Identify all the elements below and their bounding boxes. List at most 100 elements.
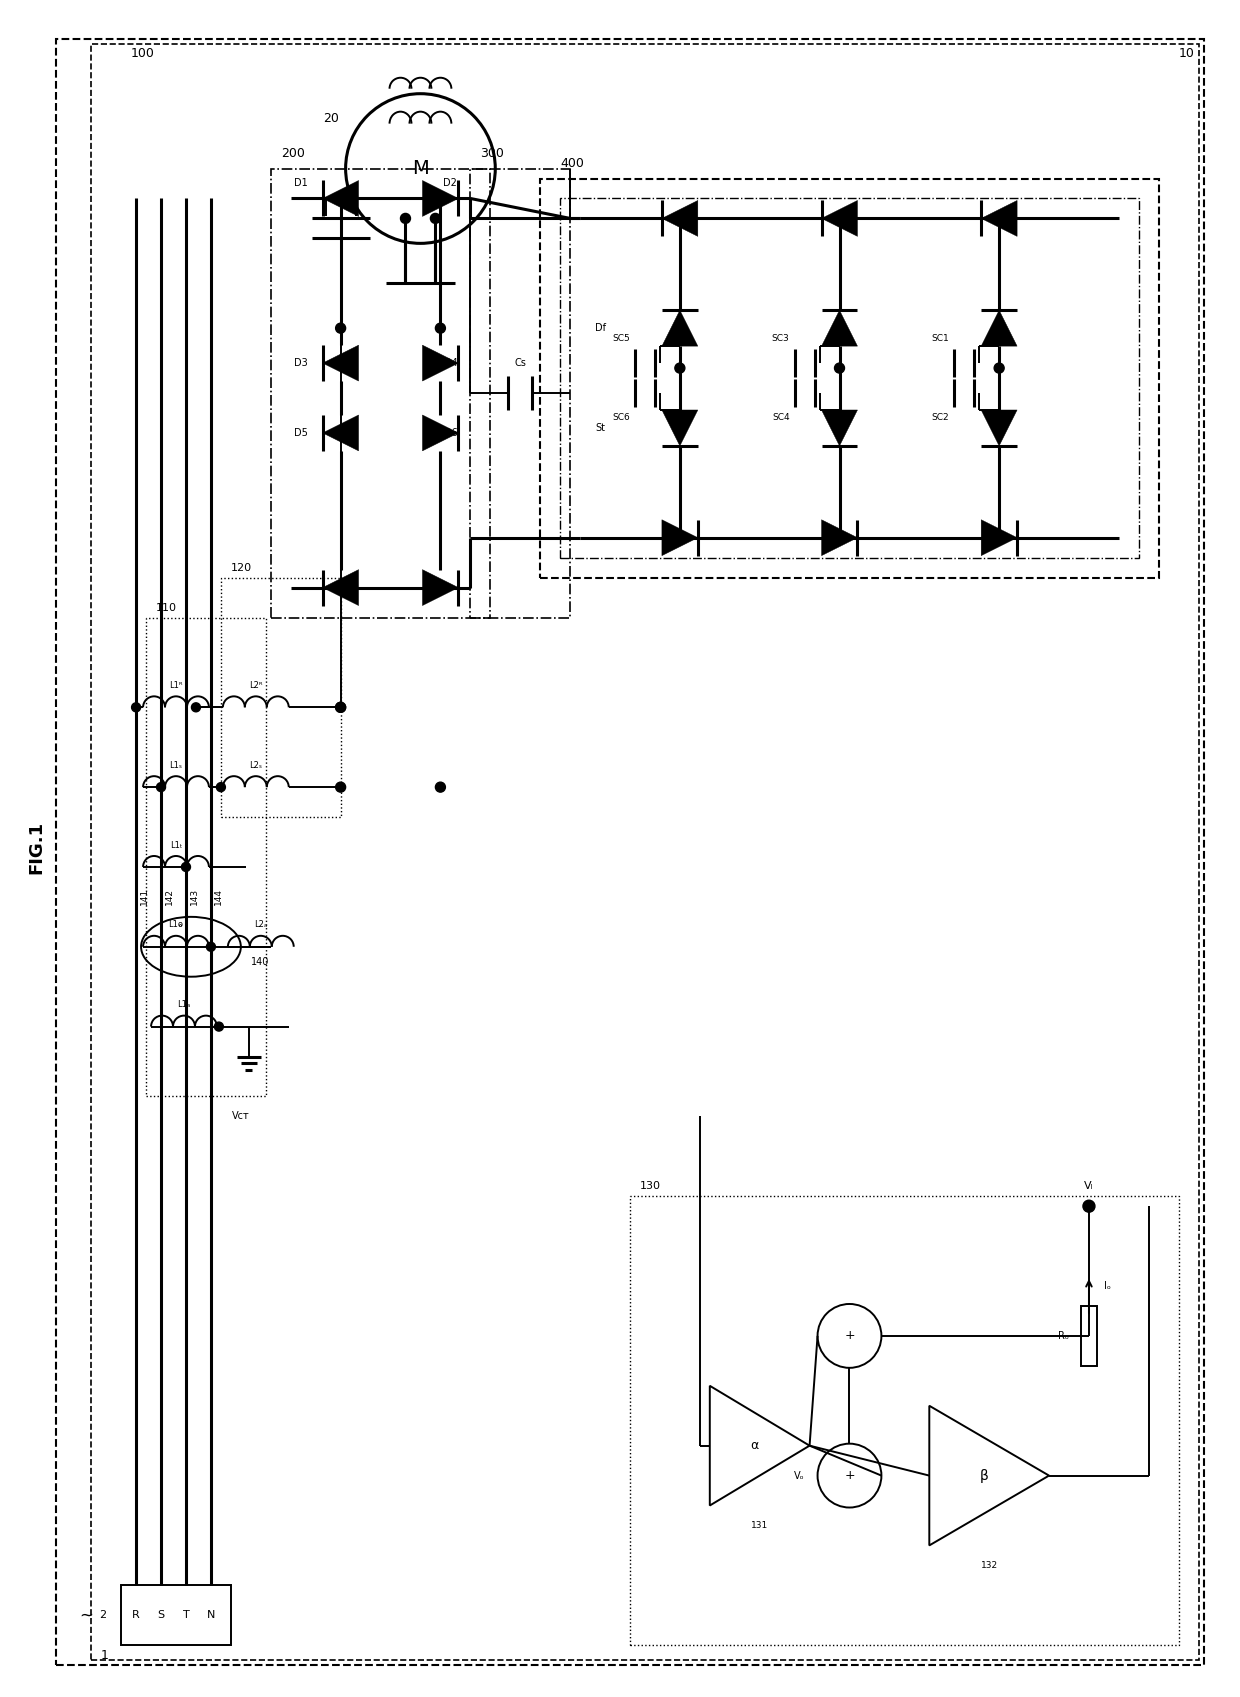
Circle shape <box>994 363 1004 373</box>
Text: D6: D6 <box>444 428 458 438</box>
Bar <box>470 168 570 618</box>
Text: SC4: SC4 <box>773 414 790 423</box>
Text: S: S <box>157 1610 165 1621</box>
Text: L2ₛ: L2ₛ <box>249 760 263 770</box>
Text: St: St <box>595 423 605 433</box>
Circle shape <box>131 703 140 711</box>
Text: L1ₛ: L1ₛ <box>170 760 182 770</box>
Circle shape <box>835 363 844 373</box>
Text: SC3: SC3 <box>771 334 790 343</box>
Polygon shape <box>981 411 1017 446</box>
Text: 20: 20 <box>322 112 339 126</box>
Circle shape <box>156 782 165 791</box>
Text: Vᴄᴛ: Vᴄᴛ <box>232 1112 249 1122</box>
Polygon shape <box>662 200 698 236</box>
Text: L1ₐ: L1ₐ <box>177 1000 191 1010</box>
Bar <box>270 168 490 618</box>
Circle shape <box>217 782 226 791</box>
Text: T: T <box>182 1610 190 1621</box>
Text: SC5: SC5 <box>613 334 630 343</box>
Text: L2ᴿ: L2ᴿ <box>249 680 263 691</box>
Text: 300: 300 <box>480 148 505 160</box>
Circle shape <box>435 322 445 333</box>
Text: SC1: SC1 <box>931 334 950 343</box>
Text: L1ⱺ: L1ⱺ <box>169 920 184 930</box>
Text: FIG.1: FIG.1 <box>27 820 46 874</box>
Text: D2: D2 <box>444 178 458 188</box>
Circle shape <box>336 703 346 713</box>
Polygon shape <box>423 416 459 451</box>
Polygon shape <box>981 311 1017 346</box>
Circle shape <box>206 942 216 952</box>
Text: N: N <box>207 1610 215 1621</box>
Text: D4: D4 <box>444 358 458 368</box>
Text: L1ₜ: L1ₜ <box>170 840 182 850</box>
Text: Rₒ: Rₒ <box>1058 1330 1069 1341</box>
Polygon shape <box>423 344 459 382</box>
Text: 140: 140 <box>250 957 269 967</box>
Polygon shape <box>662 519 698 555</box>
Circle shape <box>675 363 684 373</box>
Text: Vₗ: Vₗ <box>1084 1181 1094 1191</box>
Text: D5: D5 <box>294 428 308 438</box>
Bar <box>92 44 1199 1660</box>
Polygon shape <box>822 411 858 446</box>
Text: 132: 132 <box>981 1561 998 1570</box>
Text: 2: 2 <box>99 1610 107 1621</box>
Text: 1: 1 <box>102 1649 109 1661</box>
Polygon shape <box>322 180 358 217</box>
Text: Df: Df <box>594 322 605 333</box>
Polygon shape <box>322 344 358 382</box>
Bar <box>221 577 341 816</box>
Bar <box>541 178 1159 577</box>
Polygon shape <box>822 519 858 555</box>
Bar <box>146 618 265 1096</box>
Polygon shape <box>322 416 358 451</box>
Text: Vₒ: Vₒ <box>794 1471 805 1480</box>
Text: 200: 200 <box>280 148 305 160</box>
Text: +: + <box>844 1470 854 1481</box>
Circle shape <box>1083 1200 1095 1212</box>
Polygon shape <box>981 200 1017 236</box>
Polygon shape <box>423 570 459 606</box>
Bar <box>122 1585 231 1644</box>
Bar <box>630 1196 1179 1644</box>
Polygon shape <box>822 200 858 236</box>
Text: 400: 400 <box>560 158 584 170</box>
Polygon shape <box>662 411 698 446</box>
Text: +: + <box>844 1329 854 1342</box>
Text: 141: 141 <box>140 888 149 906</box>
Text: β: β <box>980 1468 988 1483</box>
Polygon shape <box>423 180 459 217</box>
Text: Iₒ: Iₒ <box>1104 1281 1111 1291</box>
Text: 131: 131 <box>751 1521 769 1531</box>
Polygon shape <box>662 311 698 346</box>
Text: L2ₐ: L2ₐ <box>254 920 268 930</box>
Text: 100: 100 <box>131 48 155 61</box>
Circle shape <box>336 322 346 333</box>
Circle shape <box>435 782 445 792</box>
Text: R: R <box>133 1610 140 1621</box>
Circle shape <box>430 214 440 224</box>
Circle shape <box>401 214 410 224</box>
Circle shape <box>181 862 191 872</box>
Text: 143: 143 <box>190 888 198 906</box>
Bar <box>1081 1307 1097 1366</box>
Circle shape <box>215 1022 223 1032</box>
Circle shape <box>191 703 201 711</box>
Text: 130: 130 <box>640 1181 661 1191</box>
Polygon shape <box>822 311 858 346</box>
Text: 110: 110 <box>156 602 177 613</box>
Text: D3: D3 <box>294 358 308 368</box>
Text: L1ᴿ: L1ᴿ <box>169 680 182 691</box>
Bar <box>560 199 1138 558</box>
Text: SC2: SC2 <box>931 414 950 423</box>
Polygon shape <box>981 519 1017 555</box>
Circle shape <box>336 703 346 713</box>
Text: D1: D1 <box>294 178 308 188</box>
Text: ~: ~ <box>79 1607 93 1624</box>
Text: Cs: Cs <box>515 358 526 368</box>
Circle shape <box>336 782 346 792</box>
Polygon shape <box>322 570 358 606</box>
Text: 142: 142 <box>165 889 174 906</box>
